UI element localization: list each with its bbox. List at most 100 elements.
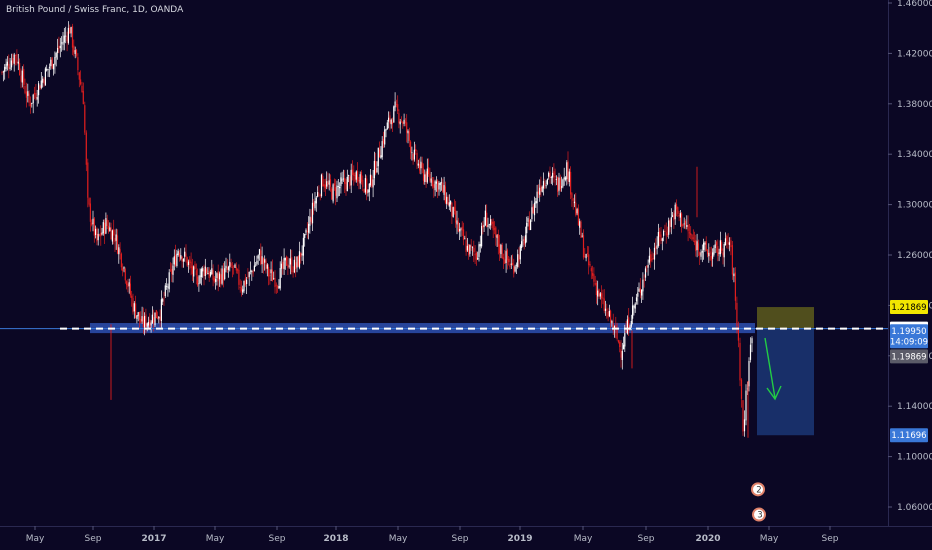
candle-body [575,202,577,215]
candle-body [9,67,11,69]
candle-body [739,342,741,381]
candle-body [740,379,743,399]
candle-body [495,227,497,238]
candle-body [25,91,27,98]
candle-body [682,224,684,227]
candle-body [295,262,297,269]
price-label-text: 1.19950 [891,327,926,337]
candle-body [277,286,279,288]
candle-body [505,251,507,263]
candle-body [39,85,41,90]
candle-body [29,103,32,107]
candle-body [386,122,388,130]
candle-body [557,177,559,192]
candle-body [692,237,694,239]
candle-body [382,138,385,144]
candle-body [253,265,255,272]
candle-body [57,48,59,53]
candle-body [455,210,457,223]
candle-body [73,45,75,53]
candle-body [109,227,111,231]
candle-body [453,207,456,211]
candle-body [320,174,323,197]
candle-body [406,122,408,133]
price-label-text: 14:09:09 [890,337,928,347]
candle-body [737,327,739,341]
candle-body [621,351,623,360]
candle-body [460,228,462,230]
x-tick-label: 2019 [507,534,532,544]
y-tick-label: 1.10000 [897,453,932,463]
candle-body [625,330,627,333]
candle-body [634,303,636,309]
x-tick-label: Sep [452,534,469,544]
candle-body [471,247,474,249]
candle-body [431,180,434,187]
candle-body [166,286,168,287]
candle-body [59,45,61,49]
candle-body [589,264,591,266]
candle-body [168,272,170,290]
candle-body [416,153,418,164]
candle-body [665,232,667,236]
candle-body [545,185,547,187]
candle-body [593,274,595,282]
candle-body [482,224,484,229]
candle-body [226,267,228,270]
candle-body [171,268,173,274]
candle-body [746,388,749,390]
candle-body [135,303,137,318]
candle-body [329,179,332,187]
candle-body [421,162,423,169]
candle-body [594,283,596,285]
candle-body [119,249,121,253]
candle-body [474,254,476,256]
candle-body [450,200,452,205]
candle-body [584,256,586,258]
candle-body [564,177,567,180]
candle-body [657,232,659,246]
candle-body [730,240,732,248]
candle-body [146,323,148,327]
candle-body [388,117,390,122]
candle-body [677,207,679,214]
candle-body [309,216,311,226]
candle-body [632,305,634,319]
candle-body [173,256,175,265]
candle-body [302,237,304,256]
candle-body [694,241,696,243]
candle-body [555,179,557,180]
candle-body [124,268,126,281]
candle-body [249,270,252,272]
candle-body [341,179,343,181]
candle-body [466,245,468,251]
candle-body [372,179,374,188]
candle-body [721,242,723,251]
broker-label: OANDA [150,5,184,15]
candle-body [176,253,178,266]
candle-body [313,202,315,207]
candle-body [552,172,554,178]
candle-body [293,259,295,273]
candle-body [247,277,249,279]
time-axis[interactable]: May Sep 2017 May Sep 2018 May Sep 2019 May Sep 2020… [26,526,839,544]
candle-body [708,252,710,257]
candle-body [517,254,519,267]
candle-body [270,269,272,274]
candle-body [684,221,687,225]
candle-body [133,303,135,312]
candle-body [722,252,724,256]
candle-body [715,242,718,246]
candle-body [104,222,106,235]
candle-body [568,171,570,182]
candle-body [468,244,470,256]
candle-body [357,170,359,182]
candle-body [344,177,346,184]
candle-body [235,267,237,271]
candle-body [501,245,503,259]
candle-body [258,249,261,255]
candle-body [439,183,441,185]
candle-body [175,254,177,266]
